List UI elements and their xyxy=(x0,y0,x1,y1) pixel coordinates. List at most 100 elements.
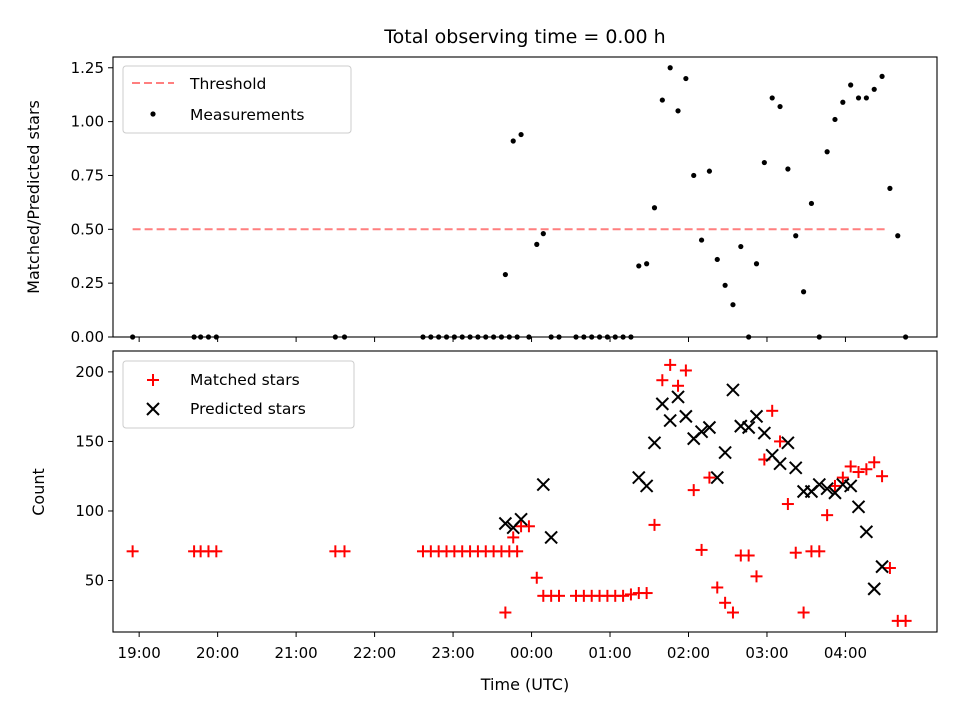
matched-star-point xyxy=(727,607,739,619)
matched-star-point xyxy=(751,570,763,582)
measurement-point xyxy=(534,242,539,247)
matched-star-point xyxy=(766,405,778,417)
matched-star-point xyxy=(821,509,833,521)
y-tick-label: 0.25 xyxy=(71,274,104,292)
matched-star-point xyxy=(900,615,912,627)
predicted-star-point xyxy=(790,462,802,474)
measurement-point xyxy=(644,261,649,266)
y-tick-label: 1.25 xyxy=(71,59,104,77)
measurement-point xyxy=(825,149,830,154)
matched-star-point xyxy=(641,587,653,599)
measurement-point xyxy=(879,74,884,79)
top-y-axis-label: Matched/Predicted stars xyxy=(24,100,43,294)
measurement-point xyxy=(801,289,806,294)
legend-predicted-label: Predicted stars xyxy=(190,400,306,418)
top-panel: Total observing time = 0.00 h 0.000.250.… xyxy=(24,26,937,346)
measurement-point xyxy=(511,138,516,143)
measurement-point xyxy=(683,76,688,81)
x-tick-label: 01:00 xyxy=(588,644,631,662)
predicted-star-point xyxy=(751,410,763,422)
bottom-panel: 50100150200 19:00 20:00 21:00 22:00 23:00 00:… xyxy=(29,351,937,694)
matched-star-point xyxy=(656,374,668,386)
matched-star-point xyxy=(813,545,825,557)
y-tick-label: 50 xyxy=(85,572,104,590)
predicted-star-point xyxy=(758,427,770,439)
x-tick-label: 00:00 xyxy=(510,644,553,662)
figure: Total observing time = 0.00 h 0.000.250.… xyxy=(0,0,960,720)
matched-star-point xyxy=(790,547,802,559)
matched-star-point xyxy=(853,466,865,478)
measurement-point xyxy=(856,95,861,100)
matched-star-point xyxy=(782,498,794,510)
predicted-star-point xyxy=(774,458,786,470)
measurement-point xyxy=(652,205,657,210)
matched-star-point xyxy=(711,581,723,593)
measurement-point xyxy=(895,233,900,238)
matched-star-point xyxy=(210,545,222,557)
bottom-y-axis-label: Count xyxy=(29,468,48,516)
legend-measurements-label: Measurements xyxy=(190,106,305,124)
matched-star-point xyxy=(664,359,676,371)
measurement-point xyxy=(754,261,759,266)
y-tick-label: 200 xyxy=(75,363,104,381)
x-tick-label: 23:00 xyxy=(431,644,474,662)
y-tick-label: 0.00 xyxy=(71,328,104,346)
predicted-star-point xyxy=(845,480,857,492)
legend-measurements-swatch xyxy=(150,111,155,116)
matched-star-point xyxy=(798,607,810,619)
matched-star-point xyxy=(688,484,700,496)
matched-star-point xyxy=(339,545,351,557)
matched-star-point xyxy=(531,572,543,584)
measurement-point xyxy=(762,160,767,165)
x-tick-label: 21:00 xyxy=(274,644,317,662)
measurement-point xyxy=(848,82,853,87)
predicted-star-point xyxy=(656,398,668,410)
measurement-point xyxy=(777,104,782,109)
chart-title: Total observing time = 0.00 h xyxy=(383,26,665,48)
measurement-point xyxy=(793,233,798,238)
matched-star-point xyxy=(845,460,857,472)
matched-star-point xyxy=(719,597,731,609)
matched-star-point xyxy=(680,364,692,376)
predicted-star-point xyxy=(860,526,872,538)
bottom-y-axis: 50100150200 xyxy=(75,363,113,590)
x-tick-label: 02:00 xyxy=(667,644,710,662)
predicted-star-point xyxy=(727,384,739,396)
measurement-point xyxy=(675,108,680,113)
measurement-point xyxy=(887,186,892,191)
measurement-point xyxy=(770,95,775,100)
top-legend: Threshold Measurements xyxy=(123,66,351,133)
measurement-point xyxy=(707,169,712,174)
measurement-point xyxy=(730,302,735,307)
measurement-point xyxy=(691,173,696,178)
legend-matched-label: Matched stars xyxy=(190,371,300,389)
measurement-point xyxy=(723,283,728,288)
measurement-point xyxy=(738,244,743,249)
measurement-point xyxy=(840,100,845,105)
legend-threshold-label: Threshold xyxy=(189,75,266,93)
predicted-star-point xyxy=(648,437,660,449)
matched-star-point xyxy=(868,456,880,468)
bottom-legend: Matched stars Predicted stars xyxy=(123,361,354,428)
measurement-point xyxy=(541,231,546,236)
matched-star-point xyxy=(499,607,511,619)
y-tick-label: 1.00 xyxy=(71,113,104,131)
matched-star-point xyxy=(860,463,872,475)
measurement-point xyxy=(660,97,665,102)
x-tick-label: 22:00 xyxy=(353,644,396,662)
x-tick-label: 04:00 xyxy=(824,644,867,662)
predicted-star-point xyxy=(876,561,888,573)
measurement-point xyxy=(864,95,869,100)
measurement-point xyxy=(715,257,720,262)
predicted-star-point xyxy=(719,447,731,459)
predicted-star-point xyxy=(868,583,880,595)
predicted-star-point xyxy=(672,391,684,403)
predicted-star-point xyxy=(743,422,755,434)
predicted-star-point xyxy=(853,501,865,513)
top-y-axis: 0.00 0.25 0.50 0.75 1.00 1.25 xyxy=(71,59,113,346)
matched-star-point xyxy=(617,590,629,602)
measurement-point xyxy=(699,237,704,242)
y-tick-label: 100 xyxy=(75,502,104,520)
x-axis-label: Time (UTC) xyxy=(480,675,569,694)
measurement-point xyxy=(809,201,814,206)
